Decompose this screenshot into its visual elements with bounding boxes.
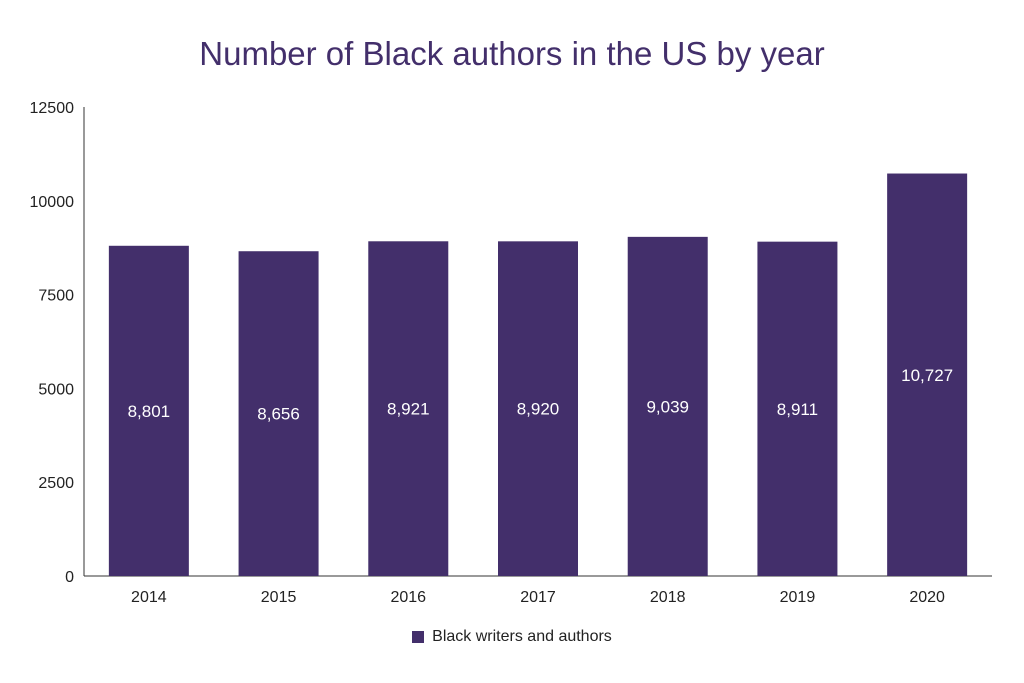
bar-2020 (887, 173, 968, 577)
legend-label: Black writers and authors (432, 628, 612, 645)
y-tick-label: 12500 (30, 100, 75, 117)
bar-labels: 8,801 8,656 8,921 8,920 9,039 8,911 10,727 (128, 366, 954, 424)
bar-2014 (108, 245, 189, 576)
y-axis: 0 2500 5000 7500 10000 12500 (30, 100, 85, 586)
y-tick-label: 5000 (38, 381, 74, 398)
bar-value-label: 9,039 (646, 397, 689, 416)
bar-2018 (627, 236, 708, 576)
x-axis: 2014 2015 2016 2017 2018 2019 2020 (84, 575, 992, 606)
x-tick-label: 2016 (390, 589, 426, 606)
bar-2015 (238, 251, 319, 577)
y-tick-label: 7500 (38, 288, 74, 305)
bar-2019 (757, 241, 838, 576)
bar-value-label: 8,801 (128, 402, 171, 421)
x-tick-label: 2015 (261, 589, 297, 606)
bar-2017 (498, 241, 578, 576)
x-tick-label: 2014 (131, 589, 167, 606)
y-tick-label: 0 (65, 569, 74, 586)
bars (108, 173, 968, 577)
y-tick-label: 2500 (38, 475, 74, 492)
bar-2016 (368, 241, 449, 577)
x-tick-label: 2020 (909, 589, 945, 606)
x-tick-label: 2017 (520, 589, 556, 606)
bar-value-label: 8,921 (387, 400, 430, 419)
legend: Black writers and authors (0, 628, 1024, 646)
y-tick-label: 10000 (30, 194, 75, 211)
bar-value-label: 8,911 (777, 400, 818, 419)
legend-swatch (412, 631, 425, 643)
x-tick-label: 2019 (780, 589, 816, 606)
bar-value-label: 8,920 (517, 400, 560, 419)
bar-value-label: 8,656 (257, 405, 300, 424)
x-tick-label: 2018 (650, 589, 686, 606)
chart-title: Number of Black authors in the US by yea… (199, 35, 825, 72)
bar-value-label: 10,727 (901, 366, 953, 385)
